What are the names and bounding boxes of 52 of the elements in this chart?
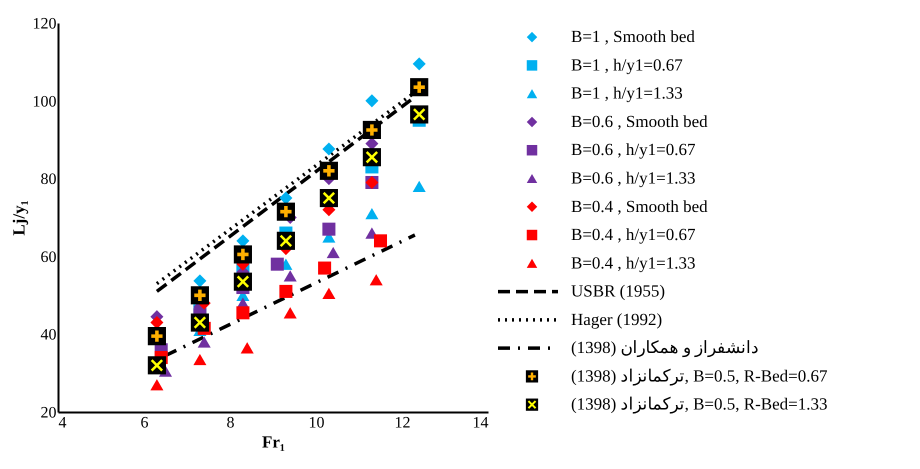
y-tick-label: 60 (40, 248, 56, 266)
point (318, 262, 332, 275)
x-tick-label: 14 (472, 414, 488, 432)
point (193, 354, 206, 366)
legend-label: B=1 , h/y1=0.67 (571, 55, 684, 74)
point (279, 284, 292, 298)
point (412, 57, 426, 70)
point (374, 234, 388, 248)
x-tick-label: 4 (58, 414, 66, 432)
legend-label: B=0.4 , h/y1=1.33 (571, 253, 696, 272)
y-tick-label: 100 (32, 93, 56, 110)
legend-label: B=0.6 , h/y1=1.33 (571, 168, 696, 188)
point (279, 192, 292, 205)
point (240, 342, 254, 354)
point (365, 137, 378, 150)
legend-label: دانشفراز و همکاران (1398) (571, 338, 760, 358)
y-tick-label: 120 (32, 16, 56, 32)
legend-label: B=0.6 , Smooth bed (571, 112, 708, 131)
point (270, 258, 284, 271)
y-tick-label: 20 (40, 404, 56, 422)
x-tick-label: 8 (226, 414, 234, 432)
point (322, 142, 336, 156)
x-tick-label: 12 (394, 414, 410, 432)
point (365, 94, 378, 108)
point (236, 306, 250, 320)
legend-label: ترکمانزاد (1398), B=0.5, R-Bed=1.33 (571, 394, 828, 415)
point (284, 270, 297, 282)
point (370, 274, 383, 286)
y-tick-label: 40 (40, 326, 56, 344)
y-axis-title: Lj/y₁ (10, 200, 28, 236)
point (322, 288, 336, 299)
legend-label: USBR (1955) (571, 282, 665, 301)
x-axis-title: Fr₁ (262, 432, 286, 452)
legend-label: Hager (1992) (571, 310, 662, 329)
point (365, 208, 378, 220)
point (193, 274, 206, 288)
legend-label: B=1 , h/y1=1.33 (571, 84, 683, 103)
x-tick-label: 10 (308, 414, 324, 432)
legend-label: ترکمانزاد (1398), B=0.5, R-Bed=0.67 (571, 366, 828, 386)
legend-label: B=0.4 , h/y1=0.67 (571, 225, 696, 244)
legend-label: B=1 , Smooth bed (571, 27, 696, 46)
legend-label: B=0.4 , Smooth bed (571, 196, 708, 216)
point (322, 222, 336, 236)
y-tick-label: 80 (40, 171, 56, 188)
point (150, 379, 164, 390)
point (236, 234, 250, 248)
point (412, 180, 426, 192)
point (198, 336, 211, 348)
x-tick-label: 6 (140, 414, 148, 432)
point (284, 307, 297, 318)
legend-label: B=0.6 , h/y1=0.67 (571, 140, 696, 160)
point (326, 246, 340, 258)
